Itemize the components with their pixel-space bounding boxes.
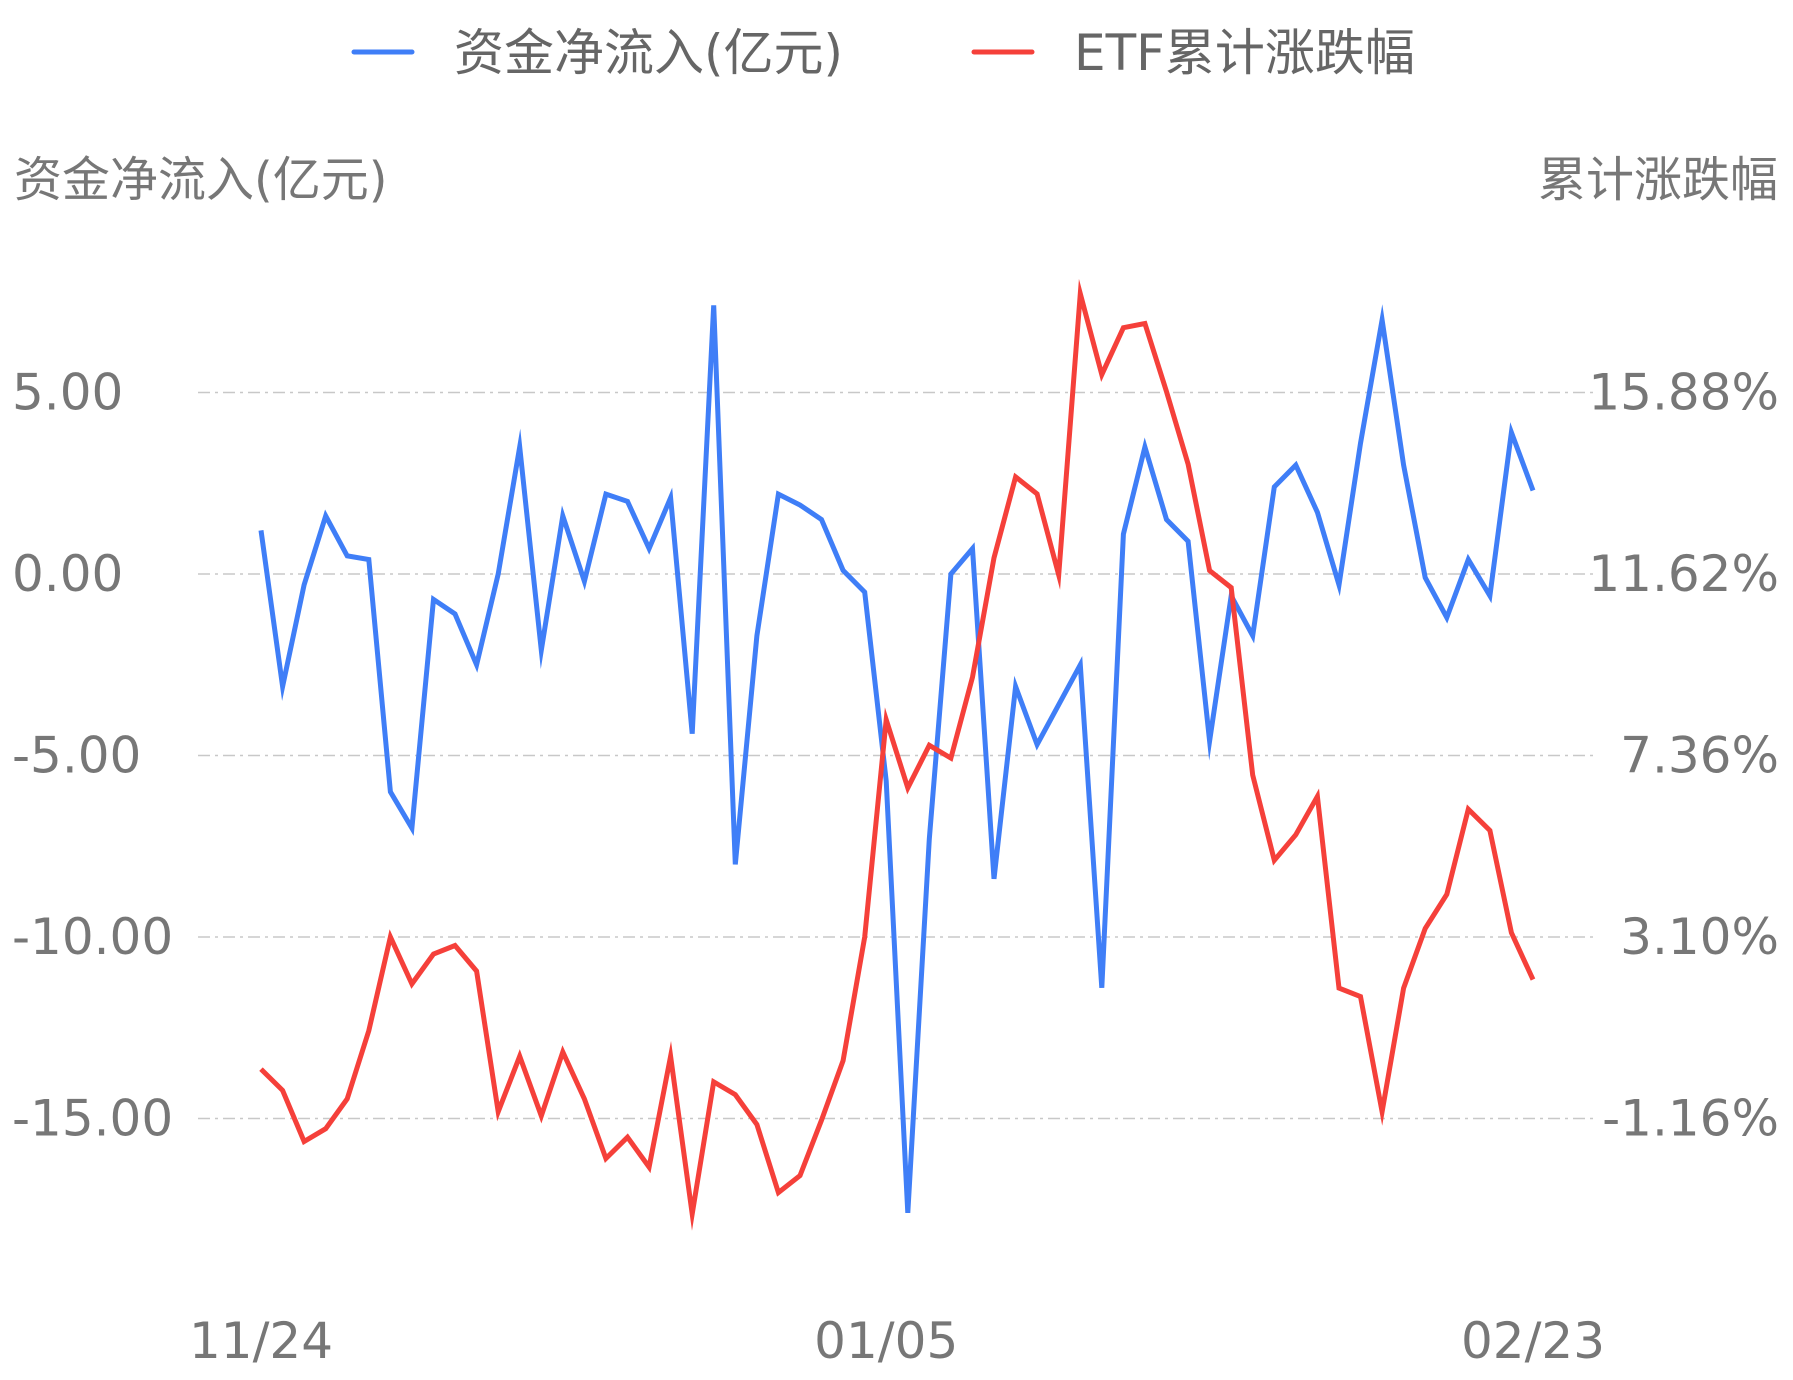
series-line-fund-flow: [258, 304, 1536, 1214]
left-axis-tick-label: -5.00: [12, 727, 141, 785]
series-line-etf-return: [259, 278, 1536, 1231]
x-axis-ticks: 11/24 01/05 02/23: [189, 1312, 1605, 1370]
series-layer: [258, 278, 1536, 1231]
left-axis-title: 资金净流入(亿元): [14, 152, 387, 208]
right-axis-tick-label: -1.16%: [1602, 1090, 1779, 1148]
left-axis-tick-label: -15.00: [12, 1090, 173, 1148]
x-axis-tick-label: 11/24: [189, 1312, 333, 1370]
right-axis-tick-label: 15.88%: [1588, 364, 1779, 422]
right-axis-tick-label: 11.62%: [1588, 545, 1779, 603]
x-axis-tick-label: 01/05: [814, 1312, 958, 1370]
legend-label-etf-return: ETF累计涨跌幅: [1074, 24, 1415, 82]
right-axis-tick-label: 7.36%: [1620, 727, 1779, 785]
legend-label-fund-flow: 资金净流入(亿元): [454, 24, 843, 82]
legend: 资金净流入(亿元) ETF累计涨跌幅: [351, 24, 1415, 82]
x-axis-tick-label: 02/23: [1461, 1312, 1605, 1370]
right-axis-ticks: 15.88% 11.62% 7.36% 3.10% -1.16%: [1588, 364, 1779, 1148]
right-axis-title: 累计涨跌幅: [1538, 152, 1778, 208]
right-axis-tick-label: 3.10%: [1620, 908, 1779, 966]
left-axis-tick-label: 5.00: [12, 364, 123, 422]
left-axis-tick-label: -10.00: [12, 908, 173, 966]
left-axis-tick-label: 0.00: [12, 545, 123, 603]
gridlines: [198, 391, 1596, 1120]
left-axis-ticks: 5.00 0.00 -5.00 -10.00 -15.00: [12, 364, 173, 1148]
